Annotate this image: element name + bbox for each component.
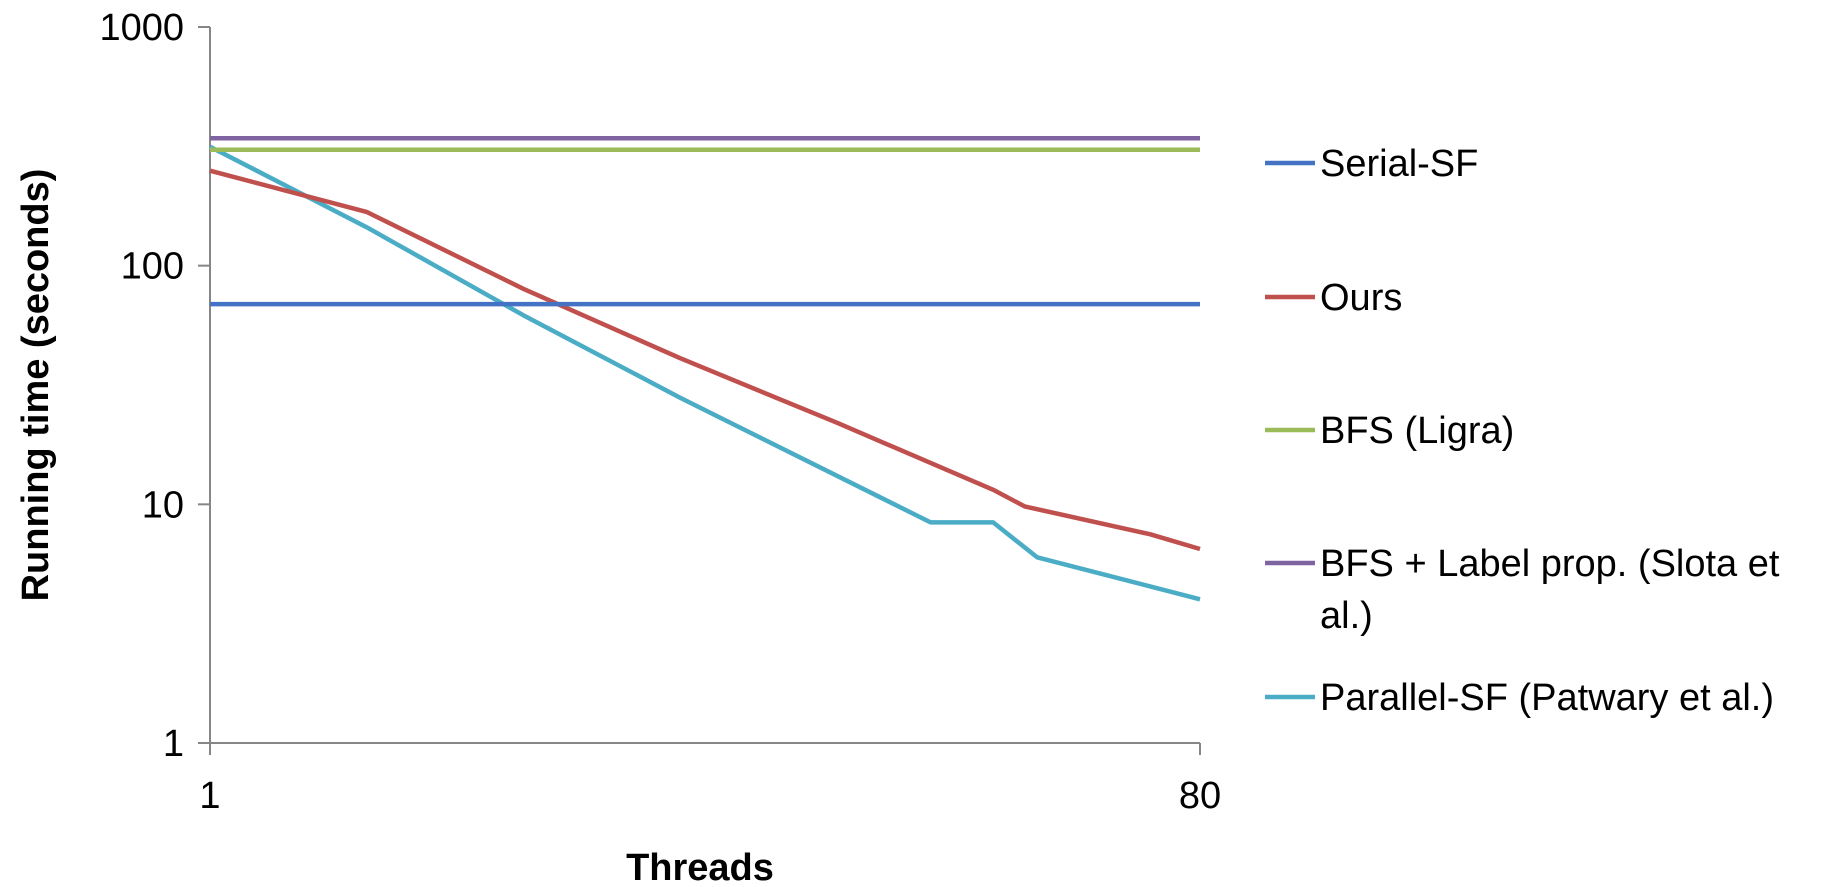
legend-label: Serial-SF <box>1320 143 1478 185</box>
series <box>208 135 1201 602</box>
legend-label: BFS (Ligra) <box>1320 410 1514 452</box>
legend-label: Ours <box>1320 277 1402 319</box>
x-axis-title: Threads <box>626 847 774 887</box>
legend-item-parallel-sf-patwary-et-al: Parallel-SF (Patwary et al.) <box>1265 677 1774 719</box>
legend-item-bfs-label-prop-slota-et-al: BFS + Label prop. (Slota et al.) <box>1265 543 1780 637</box>
legend-label: Parallel-SF (Patwary et al.) <box>1320 677 1774 719</box>
y-tick-label: 100 <box>121 246 184 288</box>
y-tick-label: 1 <box>163 723 184 765</box>
legend-item-serial-sf: Serial-SF <box>1265 143 1478 185</box>
legend-item-bfs-ligra: BFS (Ligra) <box>1265 410 1514 452</box>
legend-label: BFS + Label prop. (Slota et al.) <box>1320 543 1780 637</box>
y-axis-title: Running time (seconds) <box>15 169 57 602</box>
series-line-parallel-sf-patwary-et-al <box>208 144 1201 602</box>
y-tick-label: 1000 <box>99 7 184 49</box>
legend-item-ours: Ours <box>1265 277 1402 319</box>
y-ticks: 1 10 100 1000 <box>99 7 210 765</box>
x-ticks: 1 80 <box>199 743 1221 817</box>
series-line-ours <box>209 168 1201 552</box>
axes <box>209 27 1200 744</box>
legend: Serial-SF Ours BFS (Ligra) BFS + Label prop… <box>1265 143 1780 719</box>
x-tick-label: 1 <box>199 775 220 817</box>
y-tick-label: 10 <box>142 484 184 526</box>
x-tick-label: 80 <box>1179 775 1221 817</box>
